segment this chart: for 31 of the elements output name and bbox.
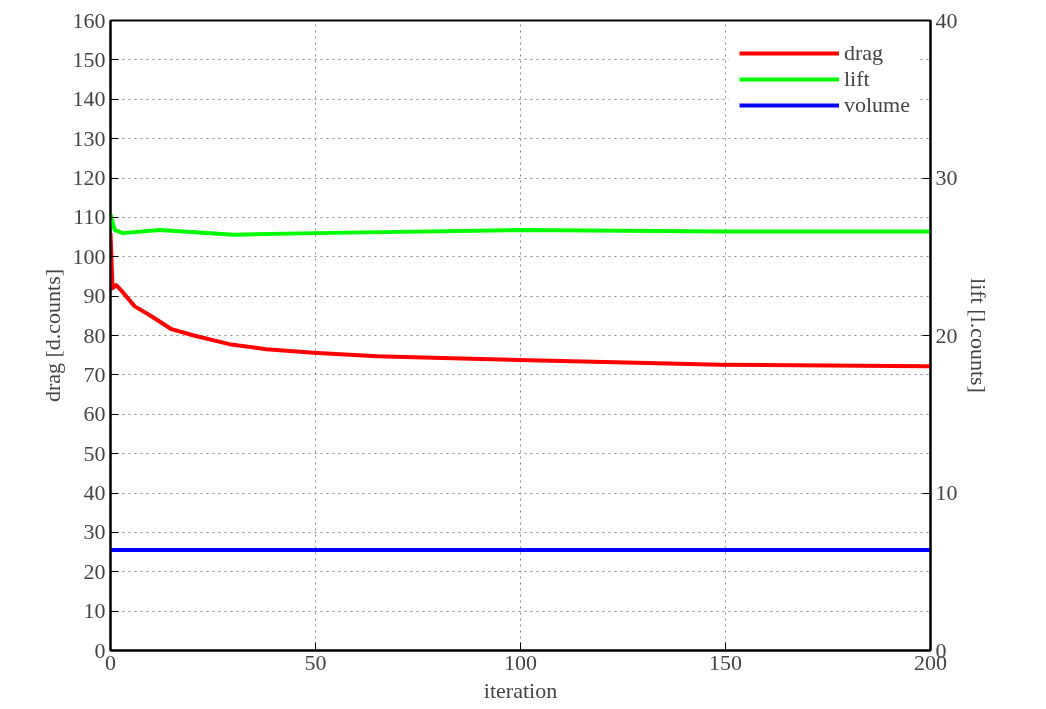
x-tick-label: 100 <box>504 649 537 675</box>
y2-tick-label: 40 <box>935 7 958 33</box>
legend-label: drag <box>844 40 884 66</box>
y-tick-label: 20 <box>83 558 106 584</box>
y-tick-label: 80 <box>83 322 106 348</box>
y2-tick-label: 10 <box>935 480 958 505</box>
line-series <box>110 212 931 237</box>
y-tick-label: 40 <box>83 480 106 505</box>
y-tick-label: 120 <box>72 165 106 190</box>
y-tick-label: 130 <box>72 125 106 151</box>
y2-axis-title: lift [l.counts] <box>965 278 991 393</box>
y-tick-label: 100 <box>72 243 106 269</box>
x-tick-label: 50 <box>304 649 327 675</box>
y-tick-label: 60 <box>83 401 106 427</box>
line-series <box>110 231 931 369</box>
x-tick-label: 150 <box>709 649 742 675</box>
legend-label: volume <box>844 92 910 118</box>
y-axis-title: drag [d.counts] <box>39 268 65 403</box>
legend-label: lift <box>844 66 870 92</box>
y2-tick-label: 30 <box>935 165 958 190</box>
y-tick-label: 90 <box>83 283 106 309</box>
y-tick-label: 30 <box>83 519 106 545</box>
y-tick-label: 70 <box>83 361 106 387</box>
y2-tick-label: 20 <box>935 322 958 348</box>
x-axis-title: iteration <box>483 677 558 703</box>
y-tick-label: 10 <box>83 598 106 624</box>
y-tick-label: 140 <box>72 86 106 112</box>
y-tick-label: 150 <box>72 46 106 72</box>
y-tick-label: 110 <box>73 204 106 230</box>
y-tick-label: 160 <box>72 7 106 33</box>
y-tick-label: 50 <box>83 440 106 466</box>
